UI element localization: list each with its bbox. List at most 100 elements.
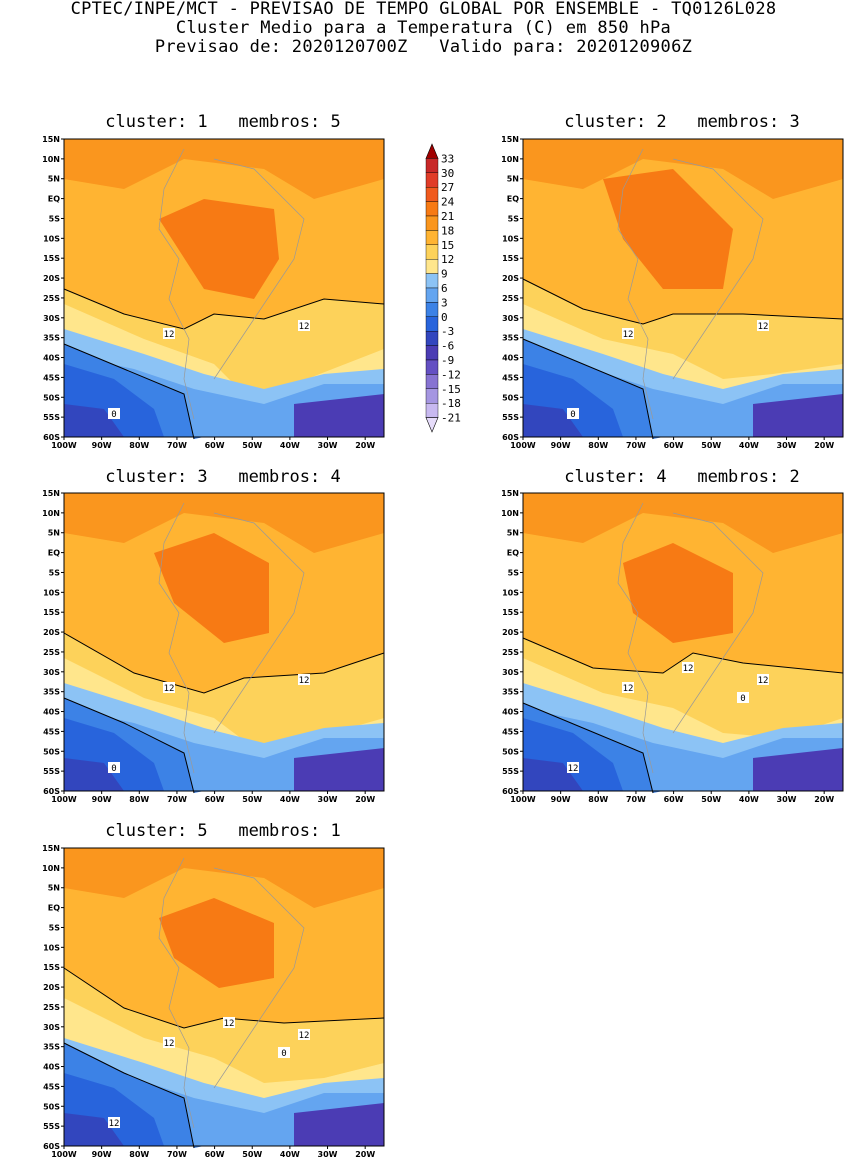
lat-tick-label: 20S [43,274,60,283]
lat-tick-label: 30S [43,668,60,677]
coastline-east [672,512,764,734]
legend-swatch [425,201,439,217]
lon-tick-label: 30W [777,795,797,804]
field-21-24 [603,169,733,289]
panel-5-title: cluster: 5 membros: 1 [105,821,341,841]
lat-tick-label: EQ [48,195,60,204]
contour-label: 12 [758,676,769,686]
map-frame [522,492,844,792]
lat-tick-label: 15N [42,135,60,144]
lon-tick-label: 40W [280,1150,300,1159]
map-svg: 12 12 0 15N 10N 5N EQ 5S 10S 15S 20S 25S 30S 35S 40S 45… [42,489,385,804]
contour-label: 12 [758,322,769,332]
legend-swatch [425,388,439,404]
lon-tick-label: 60W [205,441,225,450]
lat-tick-label: 50S [43,1102,60,1111]
map-svg: 12 12 0 15N 10N 5N EQ 5S 10S 15S 20S 25S 30S 35S 40S 45… [501,135,844,450]
contour-label: 12 [109,1119,120,1129]
lon-tick-label: 40W [739,441,759,450]
field-21-24 [154,533,269,643]
contour-label: 12 [164,684,175,694]
map-frame [63,492,385,792]
lon-tick-label: 90W [92,1150,112,1159]
lat-tick-label: 15N [501,489,519,498]
lat-tick-label: 10N [42,509,60,518]
lon-tick-label: 20W [814,795,834,804]
legend-level-label: -9 [441,354,454,367]
field-minus6-minus3 [523,404,583,437]
lon-tick-label: 90W [551,795,571,804]
lat-tick-label: 15N [42,489,60,498]
legend-level-label: -15 [441,383,461,396]
lat-tick-label: 60S [43,433,60,442]
color-legend: 33 30 27 24 21 18 15 12 9 6 3 0 -3 -6 -9 -12 -15 -18 -21 [420,132,480,444]
map-svg: 12 12 12 12 0 15N 10N 5N EQ 5S 10S 15S 20S 25S 30S 35S 4… [501,489,844,804]
contour-0 [522,338,654,440]
field-minus6-minus3 [523,758,583,791]
panel-2-title: cluster: 2 membros: 3 [564,112,800,132]
contour-12 [522,278,844,325]
contour-label: 0 [111,410,116,420]
lat-tick-label: 5N [507,529,519,538]
lon-tick-label: 100W [51,795,77,804]
coastline-east [213,867,305,1089]
legend-swatch [425,273,439,289]
lat-tick-label: 15N [501,135,519,144]
lat-tick-label: 15S [43,963,60,972]
contour-label-bg [108,408,120,419]
lat-tick-label: 55S [502,413,519,422]
lon-tick-label: 50W [242,795,262,804]
lon-tick-label: 30W [318,1150,338,1159]
coastline-west [158,857,195,1129]
lon-tick-label: 50W [701,795,721,804]
lat-tick-label: 20S [502,274,519,283]
legend-level-label: 0 [441,311,448,324]
lat-tick-label: 55S [43,1122,60,1131]
field-minus9-minus6 [294,748,384,791]
legend-swatch [425,345,439,361]
lon-tick-label: 60W [664,795,684,804]
legend-swatch [425,158,439,173]
legend-swatch [425,215,439,231]
lat-tick-label: 5S [508,568,520,577]
legend-swatch [425,316,439,332]
legend-level-label: 27 [441,181,454,194]
contour-label-bg [298,1029,310,1040]
contour-label: 0 [740,694,745,704]
lon-tick-label: 20W [355,441,375,450]
lat-tick-label: 10S [43,234,60,243]
lat-tick-label: EQ [48,904,60,913]
lat-tick-label: 5N [48,175,60,184]
map-panel-cluster-2: 12 12 0 15N 10N 5N EQ 5S 10S 15S 20S 25S 30S 35S 40S 45… [487,135,847,456]
contour-label: 0 [281,1049,286,1059]
lat-tick-label: 40S [43,354,60,363]
lat-tick-label: 55S [43,413,60,422]
contour-12 [63,632,385,694]
contour-label-bg [163,682,175,693]
contour-label: 12 [299,322,310,332]
lat-tick-label: 30S [43,1023,60,1032]
lon-tick-label: 70W [626,441,646,450]
lat-tick-label: 50S [502,747,519,756]
lon-tick-label: 20W [355,795,375,804]
lon-tick-label: 80W [129,795,149,804]
field-18-21 [64,139,384,199]
contour-0 [63,697,195,794]
field-18-21 [523,139,843,199]
lat-tick-label: 30S [502,314,519,323]
contour-label-bg [622,328,634,339]
lon-tick-label: 80W [129,441,149,450]
legend-level-label: 9 [441,268,448,281]
lon-tick-label: 90W [92,441,112,450]
lon-tick-label: 40W [280,795,300,804]
contour-label: 12 [623,330,634,340]
lat-tick-label: 25S [43,1003,60,1012]
lat-tick-label: 40S [43,1063,60,1072]
lon-tick-label: 90W [92,795,112,804]
header-line-1: CPTEC/INPE/MCT - PREVISAO DE TEMPO GLOBA… [70,0,777,19]
coastline-west [158,148,195,420]
map-svg: 12 12 12 12 0 15N 10N 5N EQ 5S 10S 15S 20S 25S 30S 35S 4… [42,844,385,1159]
lat-tick-label: 25S [43,294,60,303]
legend-level-label: -21 [441,412,461,425]
contour-label-bg [163,328,175,339]
